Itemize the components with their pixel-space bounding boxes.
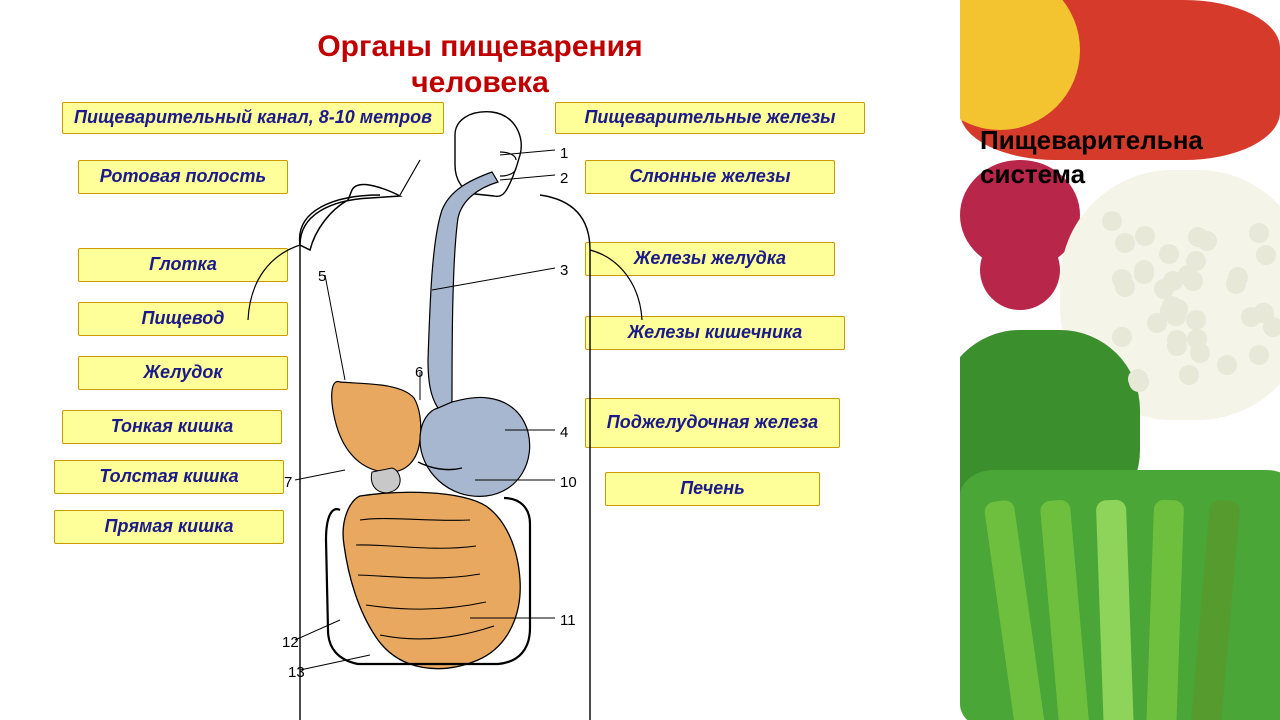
vegetables-photo	[960, 0, 1280, 720]
slide-body: Органы пищеварения человека Пищеваритель…	[0, 0, 960, 720]
cauli-dot	[1135, 226, 1155, 246]
side-label-line1: Пищеварительна	[980, 125, 1203, 156]
veg-block-3	[980, 230, 1060, 310]
anatomy-diagram	[0, 0, 960, 720]
cauli-dot	[1179, 365, 1199, 385]
cauli-dot	[1197, 231, 1217, 251]
cauli-dot	[1183, 271, 1203, 291]
pointer-num-10: 10	[560, 474, 577, 491]
pointer-num-3: 3	[560, 262, 568, 279]
cauli-dot	[1112, 327, 1132, 347]
cauli-dot	[1256, 245, 1276, 265]
pointer-num-6: 6	[415, 364, 423, 381]
pointer-num-7: 7	[284, 474, 292, 491]
cauli-dot	[1168, 299, 1188, 319]
pointer-num-2: 2	[560, 170, 568, 187]
pointer-num-5: 5	[318, 268, 326, 285]
cauli-dot	[1249, 223, 1269, 243]
stage: Органы пищеварения человека Пищеваритель…	[0, 0, 1280, 720]
side-label-line2: система	[980, 159, 1085, 190]
cauli-dot	[1115, 277, 1135, 297]
pointer-num-4: 4	[560, 424, 568, 441]
pointer-num-1: 1	[560, 145, 568, 162]
cauli-dot	[1190, 343, 1210, 363]
cauli-dot	[1249, 345, 1269, 365]
pointer-num-12: 12	[282, 634, 299, 651]
cauli-dot	[1186, 310, 1206, 330]
pointer-num-13: 13	[288, 664, 305, 681]
cauli-dot	[1115, 233, 1135, 253]
cauli-dot	[1167, 330, 1187, 350]
pointer-num-11: 11	[560, 612, 576, 629]
